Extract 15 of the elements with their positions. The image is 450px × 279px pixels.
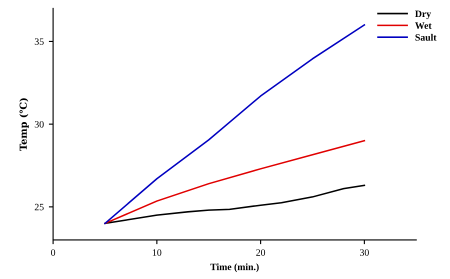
legend-label: Dry (415, 10, 432, 20)
line-series (104, 24, 366, 224)
x-tick-label: 10 (152, 249, 162, 256)
y-tick-label: 35 (34, 38, 44, 45)
x-tick-label: 20 (256, 249, 266, 256)
legend-label: Sault (415, 34, 437, 41)
y-tick-label: 25 (34, 204, 44, 210)
legend-label: Wet (415, 22, 432, 29)
x-axis-title: Time (min.) (210, 263, 259, 272)
x-tick-label: 30 (360, 249, 369, 256)
line-series (104, 184, 366, 224)
y-axis-title: Temp (℃) (19, 98, 29, 151)
line-series (104, 140, 366, 224)
x-tick-label: 0 (51, 249, 56, 256)
y-tick-label: 30 (34, 121, 44, 128)
